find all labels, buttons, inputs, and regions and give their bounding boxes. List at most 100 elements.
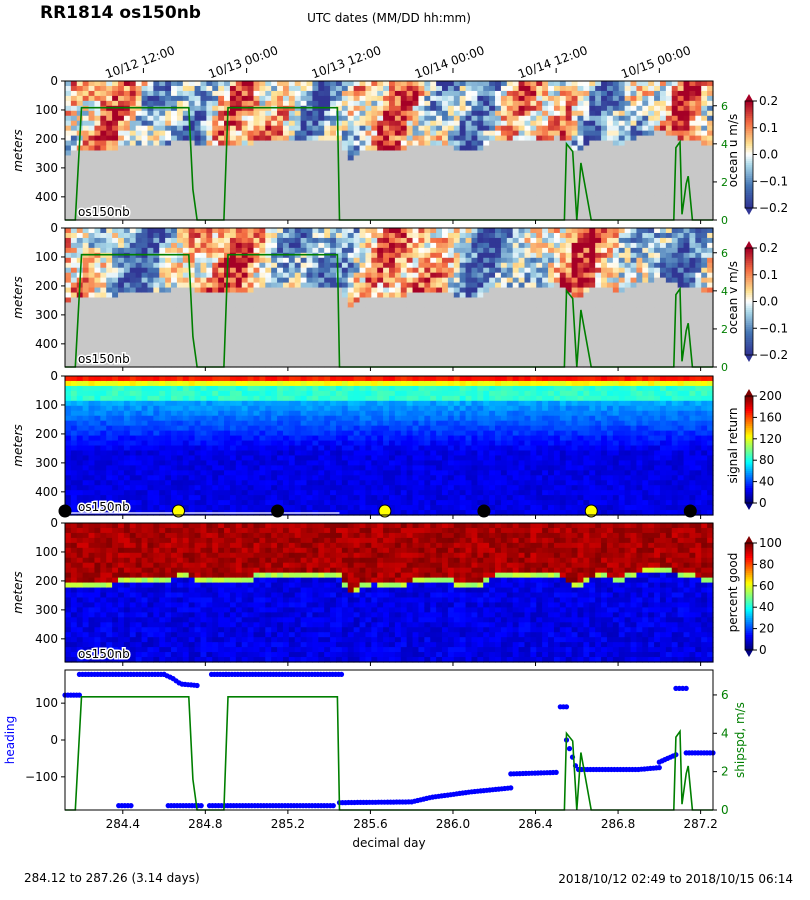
heatmap-cell [265, 210, 272, 216]
heatmap-cell [200, 155, 207, 162]
heatmap-cell [371, 362, 378, 368]
heatmap-cell [483, 185, 490, 191]
heatmap-cell [565, 165, 573, 171]
heatmap-cell [312, 242, 319, 249]
heatmap-cell [318, 170, 325, 176]
heatmap-cell [630, 180, 638, 186]
heatmap-cell [559, 215, 567, 221]
heatmap-cell [489, 205, 496, 211]
heatmap-cell [112, 81, 119, 87]
heatmap-cell [318, 302, 325, 309]
heatmap-cell [389, 312, 396, 318]
colorbar-swatch [745, 101, 753, 104]
heatmap-cell [300, 352, 308, 358]
heatmap-cell [70, 317, 78, 323]
heatmap-cell [589, 100, 596, 107]
heatmap-cell [265, 81, 272, 87]
heatmap-cell [94, 312, 101, 318]
heatmap-cell [565, 215, 573, 221]
heatmap-cell [294, 81, 302, 87]
heatmap-cell [630, 85, 638, 92]
heatmap-cell [630, 100, 638, 107]
heatmap-cell [324, 287, 331, 294]
heatmap-cell [330, 362, 337, 368]
heatmap-cell [277, 115, 284, 122]
heatmap-cell [406, 277, 414, 284]
heatmap-cell [683, 200, 691, 206]
heatmap-cell [483, 130, 490, 137]
heatmap-cell [265, 115, 272, 122]
heatmap-cell [359, 337, 367, 343]
heatmap-cell [400, 210, 408, 216]
heatmap-cell [224, 307, 231, 313]
heatmap-cell [106, 257, 113, 264]
heatmap-cell [406, 130, 414, 137]
heatmap-cell [430, 327, 437, 333]
heatmap-cell [229, 185, 237, 191]
heatmap-cell [377, 175, 384, 181]
heatmap-cell [306, 150, 314, 157]
heatmap-cell [94, 252, 101, 259]
heatmap-cell [654, 185, 661, 191]
heatmap-cell [530, 165, 537, 171]
heatmap-cell [524, 165, 531, 171]
colorbar-swatch [745, 133, 753, 136]
heatmap-cell [76, 232, 84, 239]
heatmap-cell [76, 322, 84, 328]
colorbar-swatch [745, 152, 753, 155]
heatmap-cell [671, 105, 679, 112]
heatmap-cell [135, 115, 143, 122]
heatmap-cell [353, 125, 361, 132]
heatmap-cell [218, 228, 225, 234]
heatmap-cell [324, 180, 331, 186]
heatmap-cell [100, 110, 107, 117]
heatmap-cell [447, 210, 455, 216]
heatmap-cell [341, 362, 349, 368]
heatmap-cell [359, 200, 367, 206]
heatmap-cell [123, 115, 131, 122]
heatmap-cell [235, 247, 243, 254]
heatmap-cell [70, 130, 78, 137]
heatmap-cell [394, 362, 402, 368]
heatmap-cell [365, 100, 372, 107]
heatmap-cell [648, 81, 655, 87]
heatmap-cell [182, 180, 190, 186]
heatmap-cell [300, 105, 308, 112]
heatmap-cell [241, 95, 249, 102]
heatmap-cell [618, 115, 626, 122]
heatmap-cell [371, 242, 378, 249]
heatmap-cell [571, 105, 579, 112]
heatmap-cell [141, 237, 149, 244]
heatmap-cell [112, 150, 119, 157]
heatmap-cell [500, 180, 508, 186]
heatmap-cell [436, 272, 443, 279]
heatmap-cell [141, 347, 149, 353]
heatmap-cell [324, 150, 331, 157]
heatmap-cell [347, 242, 355, 249]
heatmap-cell [159, 352, 166, 358]
heatmap-cell [235, 165, 243, 171]
heatmap-cell [176, 120, 184, 127]
heatmap-cell [200, 125, 207, 132]
heatmap-cell [70, 175, 78, 181]
heatmap-cell [341, 200, 349, 206]
heatmap-cell [135, 262, 143, 269]
heatmap-cell [229, 292, 237, 299]
heatmap-cell [365, 322, 372, 328]
heatmap-cell [265, 327, 272, 333]
heatmap-cell [229, 170, 237, 176]
heatmap-cell [288, 232, 296, 239]
heatmap-cell [159, 257, 166, 264]
heatmap-cell [389, 105, 396, 112]
heatmap-cell [406, 145, 414, 152]
heatmap-cell [365, 81, 372, 87]
heatmap-cell [436, 105, 443, 112]
heatmap-cell [365, 145, 372, 152]
heatmap-cell [353, 95, 361, 102]
heatmap-cell [606, 90, 614, 97]
heatmap-cell [194, 125, 202, 132]
heatmap-cell [642, 150, 649, 157]
heatmap-cell [618, 155, 626, 162]
heatmap-cell [707, 95, 714, 102]
heatmap-cell [294, 130, 302, 137]
